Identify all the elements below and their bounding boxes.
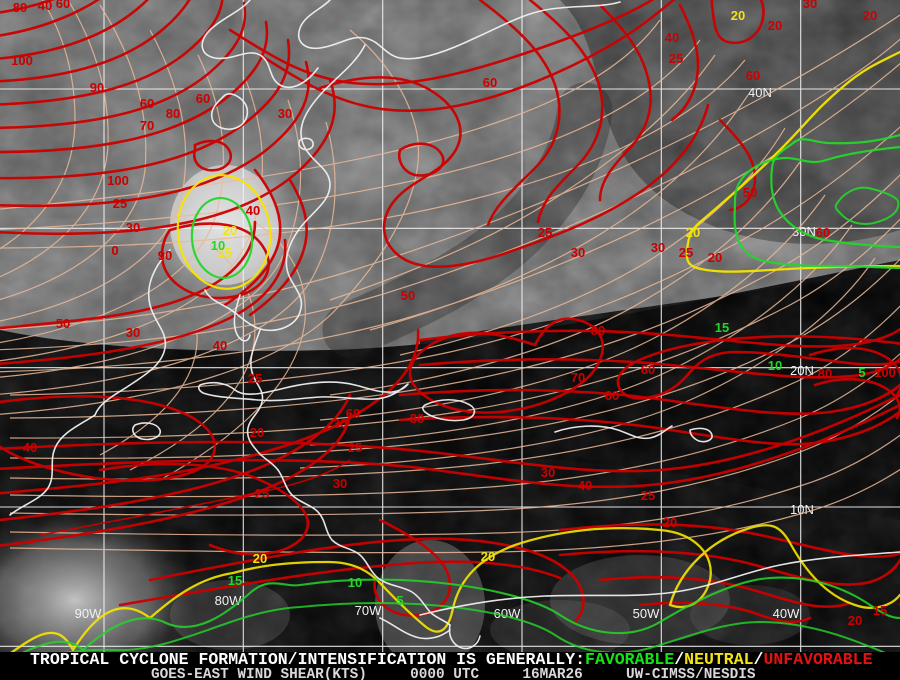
svg-text:50: 50: [401, 288, 415, 303]
svg-text:40: 40: [23, 440, 37, 455]
svg-text:90: 90: [90, 80, 104, 95]
svg-text:20: 20: [863, 8, 877, 23]
svg-text:15: 15: [228, 573, 242, 588]
svg-text:10: 10: [768, 358, 782, 373]
svg-text:5: 5: [396, 593, 403, 608]
svg-text:100: 100: [107, 173, 129, 188]
svg-text:20: 20: [253, 551, 267, 566]
svg-text:90: 90: [158, 248, 172, 263]
svg-text:60: 60: [605, 388, 619, 403]
svg-text:15: 15: [873, 603, 887, 618]
svg-text:20: 20: [768, 18, 782, 33]
svg-text:100: 100: [11, 53, 33, 68]
svg-text:0: 0: [111, 243, 118, 258]
svg-text:30: 30: [126, 220, 140, 235]
svg-text:80: 80: [591, 323, 605, 338]
svg-text:60: 60: [56, 0, 70, 11]
svg-text:20: 20: [223, 223, 237, 238]
svg-text:20: 20: [481, 549, 495, 564]
svg-text:70: 70: [140, 118, 154, 133]
svg-text:10: 10: [348, 575, 362, 590]
svg-text:60: 60: [641, 362, 655, 377]
svg-text:60: 60: [346, 406, 360, 421]
svg-text:40: 40: [38, 0, 52, 13]
svg-text:40: 40: [578, 478, 592, 493]
svg-text:25: 25: [669, 51, 683, 66]
svg-text:10: 10: [211, 238, 225, 253]
svg-text:60: 60: [483, 75, 497, 90]
svg-text:30: 30: [126, 325, 140, 340]
svg-text:30: 30: [541, 465, 555, 480]
svg-text:40: 40: [213, 338, 227, 353]
svg-text:25: 25: [348, 440, 362, 455]
svg-text:20: 20: [731, 8, 745, 23]
svg-text:40: 40: [665, 30, 679, 45]
svg-text:20: 20: [708, 250, 722, 265]
svg-text:30: 30: [333, 416, 347, 431]
svg-text:80: 80: [13, 0, 27, 15]
svg-text:60: 60: [196, 91, 210, 106]
svg-text:20: 20: [663, 515, 677, 530]
svg-text:25: 25: [679, 245, 693, 260]
svg-text:80: 80: [166, 106, 180, 121]
svg-text:25: 25: [538, 225, 552, 240]
svg-text:20: 20: [848, 613, 862, 628]
svg-text:50: 50: [743, 185, 757, 200]
svg-text:30: 30: [333, 476, 347, 491]
svg-text:70: 70: [571, 370, 585, 385]
svg-text:100: 100: [874, 365, 896, 380]
svg-text:60: 60: [816, 225, 830, 240]
svg-text:30: 30: [803, 0, 817, 11]
svg-text:80: 80: [818, 366, 832, 381]
svg-text:15: 15: [715, 320, 729, 335]
svg-text:50: 50: [56, 316, 70, 331]
svg-text:25: 25: [248, 371, 262, 386]
svg-text:30: 30: [651, 240, 665, 255]
svg-text:25: 25: [255, 486, 269, 501]
svg-text:30: 30: [571, 245, 585, 260]
svg-text:60: 60: [746, 68, 760, 83]
svg-text:25: 25: [113, 196, 127, 211]
svg-text:20: 20: [686, 225, 700, 240]
svg-text:40: 40: [246, 203, 260, 218]
svg-text:30: 30: [278, 106, 292, 121]
svg-text:5: 5: [858, 365, 865, 380]
svg-text:20: 20: [250, 425, 264, 440]
svg-text:25: 25: [641, 488, 655, 503]
svg-text:80: 80: [410, 411, 424, 426]
svg-text:60: 60: [140, 96, 154, 111]
